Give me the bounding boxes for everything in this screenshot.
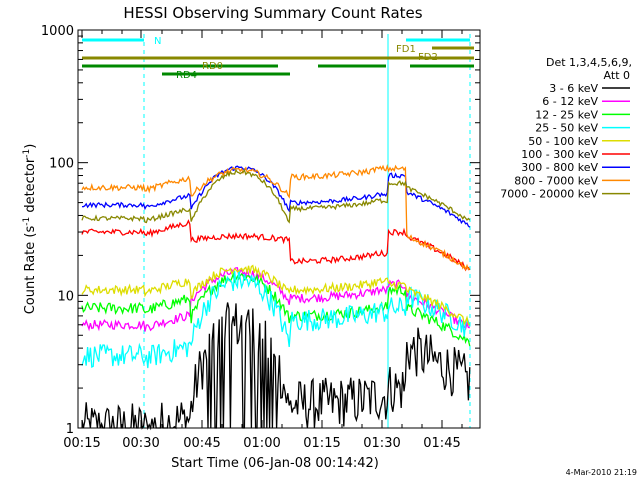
- y-tick-label: 1: [66, 422, 74, 437]
- series-line-1: [81, 267, 470, 332]
- x-tick-label: 01:30: [363, 436, 400, 451]
- series-line-0: [81, 302, 471, 431]
- x-tick-labels: 00:15 00:30 00:45 01:00 01:15 01:30 01:45: [63, 436, 460, 451]
- flag-label: RD4: [176, 70, 197, 81]
- series-line-5: [81, 219, 471, 272]
- legend-label: 7000 - 20000 keV: [500, 188, 598, 201]
- series-line-3: [81, 269, 471, 369]
- flag-label: RD0: [202, 61, 223, 72]
- y-tick-label: 10: [57, 289, 74, 304]
- x-tick-label: 01:15: [303, 436, 340, 451]
- x-tick-label: 00:30: [122, 436, 159, 451]
- axis-ticks: [78, 29, 480, 429]
- x-axis-label: Start Time (06-Jan-08 00:14:42): [171, 456, 379, 471]
- flag-label: FD1: [396, 44, 416, 55]
- flag-label: N: [154, 36, 161, 47]
- series-line-2: [81, 271, 471, 347]
- gridlines: [143, 34, 471, 428]
- plot-frame: [77, 29, 481, 429]
- series-line-7: [81, 164, 471, 272]
- timestamp: 4-Mar-2010 21:19: [566, 468, 637, 477]
- y-tick-label: 1000: [41, 24, 74, 39]
- series-line-4: [81, 264, 470, 326]
- legend-label: 3 - 6 keV: [549, 82, 598, 95]
- series-lines: [81, 164, 471, 431]
- x-tick-label: 00:45: [183, 436, 220, 451]
- y-tick-labels: 1 10 100 1000: [41, 24, 74, 437]
- x-tick-label: 01:00: [243, 436, 280, 451]
- x-tick-label: 00:15: [63, 436, 100, 451]
- legend-label: 6 - 12 keV: [542, 95, 598, 108]
- legend-label: 100 - 300 keV: [521, 148, 598, 161]
- y-tick-label: 100: [49, 157, 74, 172]
- legend-label: 800 - 7000 keV: [514, 174, 598, 187]
- x-tick-label: 01:45: [423, 436, 460, 451]
- chart-title: HESSI Observing Summary Count Rates: [123, 4, 422, 22]
- legend-title-2: Att 0: [604, 69, 630, 82]
- series-line-8: [81, 168, 471, 224]
- legend-label: 300 - 800 keV: [521, 161, 598, 174]
- legend-title-1: Det 1,3,4,5,6,9,: [546, 56, 632, 69]
- flag-label: FD2: [418, 52, 438, 63]
- y-axis-label: Count Rate (s-1 detector-1): [22, 144, 38, 315]
- legend-label: 25 - 50 keV: [535, 122, 598, 135]
- legend-label: 50 - 100 keV: [528, 135, 598, 148]
- legend-label: 12 - 25 keV: [535, 108, 598, 121]
